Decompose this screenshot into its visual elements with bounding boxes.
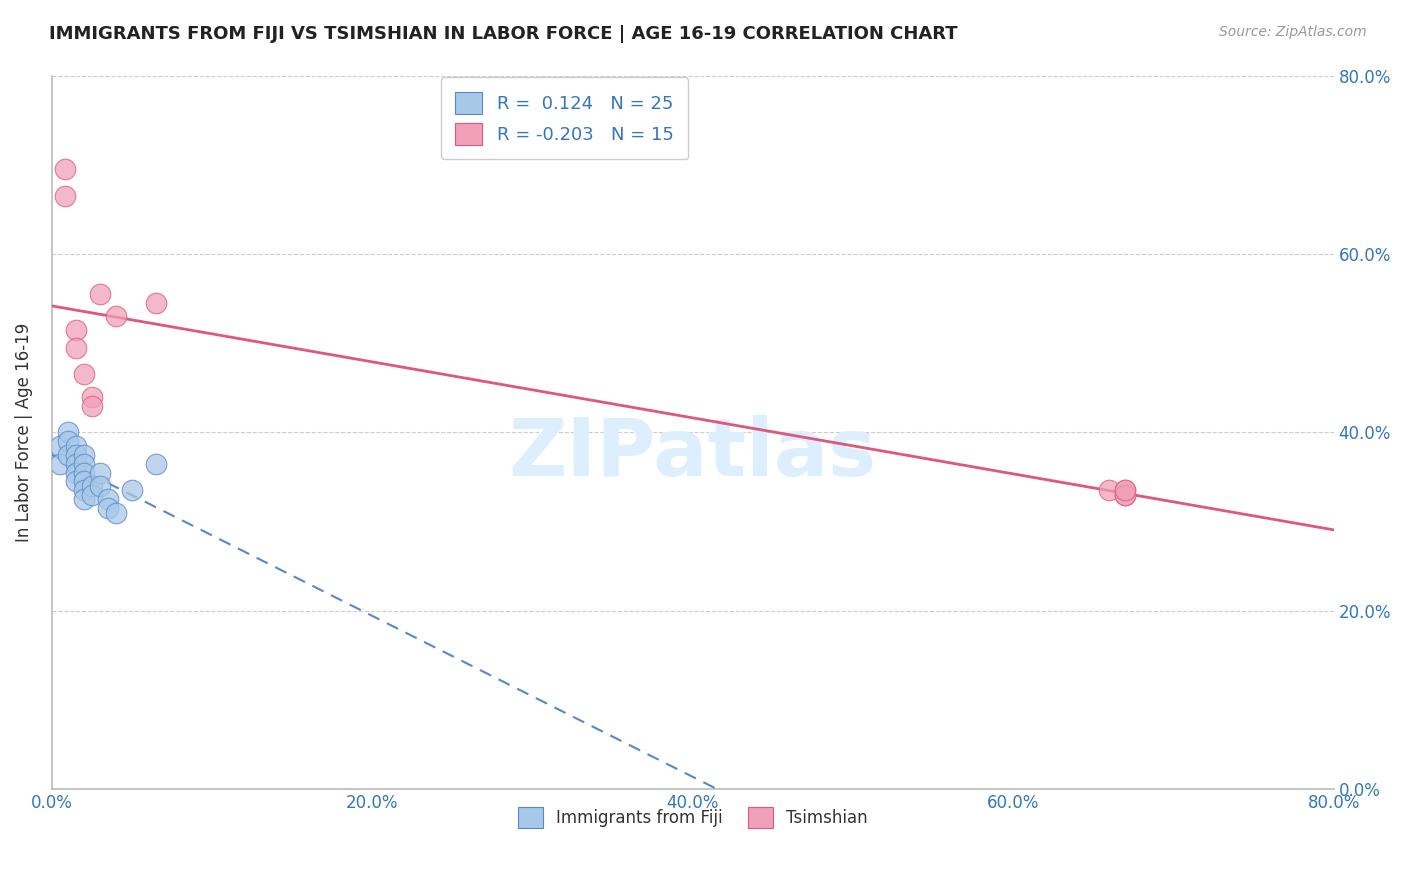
Text: ZIPatlas: ZIPatlas: [509, 415, 877, 492]
Legend: Immigrants from Fiji, Tsimshian: Immigrants from Fiji, Tsimshian: [510, 801, 875, 834]
Point: [53, 162, 76, 177]
Point: [73, 368, 96, 382]
Point: [65, 341, 87, 355]
Point: [49, 439, 72, 453]
Point: [1114, 488, 1136, 502]
Point: [65, 475, 87, 489]
Point: [97, 501, 120, 516]
Point: [56, 448, 79, 462]
Point: [73, 483, 96, 498]
Point: [104, 310, 127, 324]
Point: [89, 466, 111, 480]
Point: [65, 448, 87, 462]
Text: Source: ZipAtlas.com: Source: ZipAtlas.com: [1219, 25, 1367, 39]
Point: [145, 296, 167, 310]
Point: [65, 439, 87, 453]
Point: [80, 479, 103, 493]
Point: [73, 492, 96, 507]
Point: [80, 488, 103, 502]
Point: [145, 457, 167, 471]
Text: IMMIGRANTS FROM FIJI VS TSIMSHIAN IN LABOR FORCE | AGE 16-19 CORRELATION CHART: IMMIGRANTS FROM FIJI VS TSIMSHIAN IN LAB…: [49, 25, 957, 43]
Point: [80, 390, 103, 404]
Point: [73, 466, 96, 480]
Point: [65, 323, 87, 337]
Point: [56, 434, 79, 449]
Point: [53, 189, 76, 203]
Point: [73, 475, 96, 489]
Point: [1114, 483, 1136, 498]
Point: [56, 425, 79, 440]
Point: [121, 483, 143, 498]
Point: [49, 457, 72, 471]
Point: [65, 466, 87, 480]
Y-axis label: In Labor Force | Age 16-19: In Labor Force | Age 16-19: [15, 323, 32, 542]
Point: [1114, 488, 1136, 502]
Point: [65, 457, 87, 471]
Point: [80, 399, 103, 413]
Point: [73, 448, 96, 462]
Point: [1114, 483, 1136, 498]
Point: [73, 457, 96, 471]
Point: [104, 506, 127, 520]
Point: [97, 492, 120, 507]
Point: [89, 479, 111, 493]
Point: [1098, 483, 1121, 498]
Point: [89, 287, 111, 301]
